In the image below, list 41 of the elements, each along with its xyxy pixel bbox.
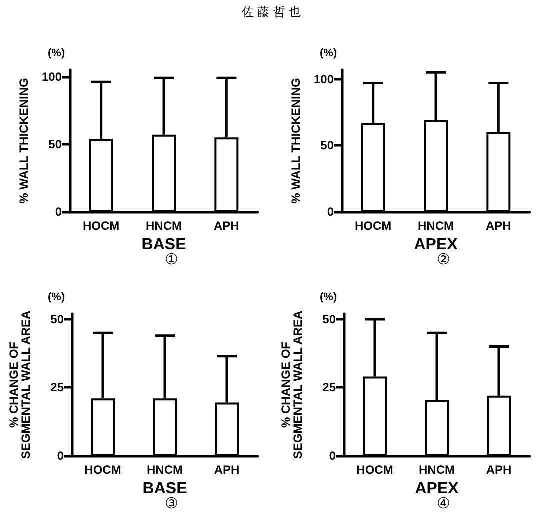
text: ② [437, 250, 450, 268]
x-tick-label: HNCM [146, 219, 182, 233]
y-tick-label: 25 [50, 380, 64, 395]
x-tick-label: HNCM [147, 463, 183, 477]
x-tick-label: APH [214, 463, 240, 477]
x-tick-label: APH [486, 463, 512, 477]
y-tick-label: 0 [327, 205, 334, 219]
x-tick-label: HOCM [356, 463, 394, 477]
x-axis-title: APEX [414, 236, 458, 254]
x-tick-label: HOCM [84, 463, 122, 477]
text: (%) [48, 292, 66, 304]
text: (%) [320, 48, 338, 60]
y-axis-title: % CHANGE OF SEGMENTAL WALL AREA [279, 310, 305, 460]
y-axis-title: % WALL THICKENING [289, 78, 303, 204]
x-tick-label: HOCM [82, 219, 120, 233]
x-tick-label: APH [486, 219, 512, 233]
y-axis-title: % WALL THICKENING [17, 78, 31, 204]
x-axis-title: BASE [142, 236, 187, 254]
y-tick-label: 0 [329, 449, 336, 463]
y-tick-label: 0 [55, 205, 62, 219]
text: ① [165, 250, 178, 268]
chart-title: 佐 藤 哲 也 [240, 4, 302, 21]
text: ③ [165, 494, 178, 512]
x-tick-label: APH [214, 219, 240, 233]
x-tick-label: HNCM [418, 219, 454, 233]
y-tick-label: 100 [42, 70, 62, 84]
text: (%) [320, 292, 338, 304]
y-tick-label: 50 [320, 138, 334, 153]
y-tick-label: 50 [50, 312, 64, 326]
y-tick-label: 25 [322, 380, 336, 395]
x-tick-label: HOCM [354, 219, 392, 233]
y-tick-label: 50 [322, 312, 336, 326]
y-tick-label: 100 [314, 72, 334, 86]
x-axis-title: BASE [142, 480, 188, 498]
x-axis-title: APEX [415, 480, 460, 498]
y-tick-label: 50 [48, 137, 62, 152]
x-tick-label: HNCM [419, 463, 455, 477]
y-axis-title: % CHANGE OF SEGMENTAL WALL AREA [7, 310, 33, 460]
text: ④ [437, 494, 450, 512]
y-tick-label: 0 [57, 449, 64, 463]
text: (%) [48, 48, 66, 60]
